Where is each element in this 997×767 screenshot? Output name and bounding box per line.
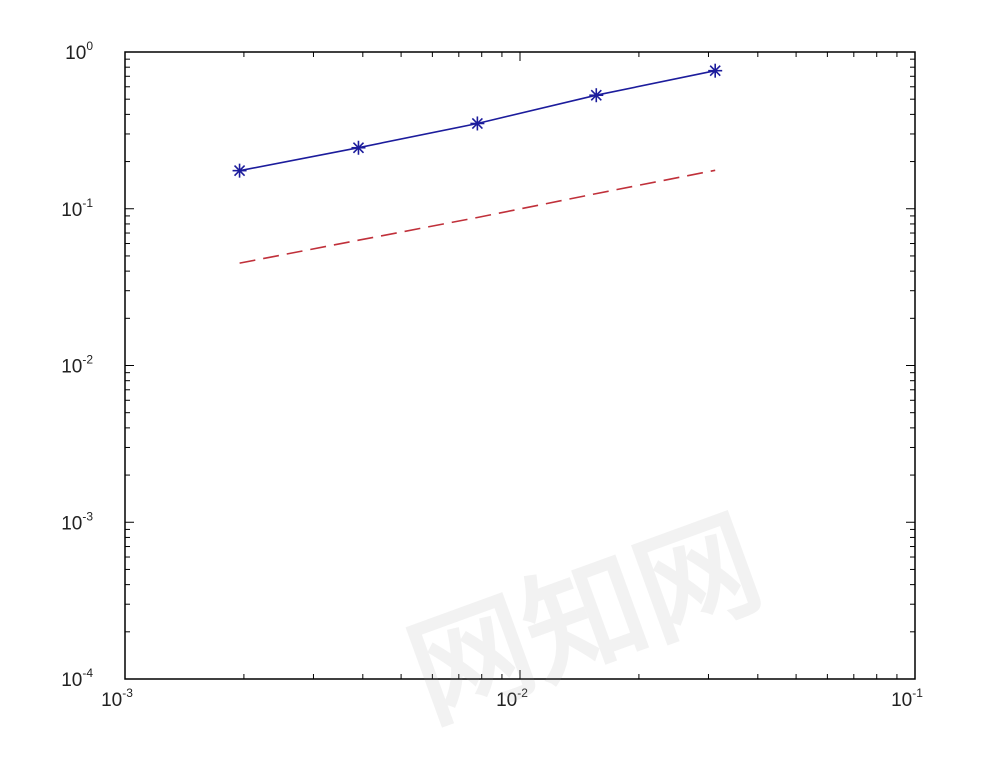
series-1-point (589, 88, 604, 103)
series-1-point (470, 116, 485, 131)
plot-area (125, 52, 915, 679)
x-tick-label: 10-2 (496, 686, 528, 711)
series-1-point (232, 163, 247, 178)
tick-labels: 10-3 10-2 10-1 100 10-1 10-2 10-3 10-4 (61, 39, 923, 711)
axis-ticks (124, 52, 915, 680)
y-tick-label: 10-4 (61, 666, 93, 691)
y-tick-label: 10-3 (61, 509, 93, 534)
y-tick-label: 100 (65, 39, 93, 64)
y-tick-label: 10-2 (61, 353, 93, 378)
series-1-point (708, 63, 723, 78)
series-1-point (351, 140, 366, 155)
plot-frame (124, 51, 916, 680)
series-2-line (239, 169, 716, 264)
series-layer (232, 63, 723, 264)
x-tick-label: 10-1 (891, 686, 923, 711)
x-tick-label: 10-3 (101, 686, 133, 711)
y-tick-label: 10-1 (61, 196, 93, 221)
